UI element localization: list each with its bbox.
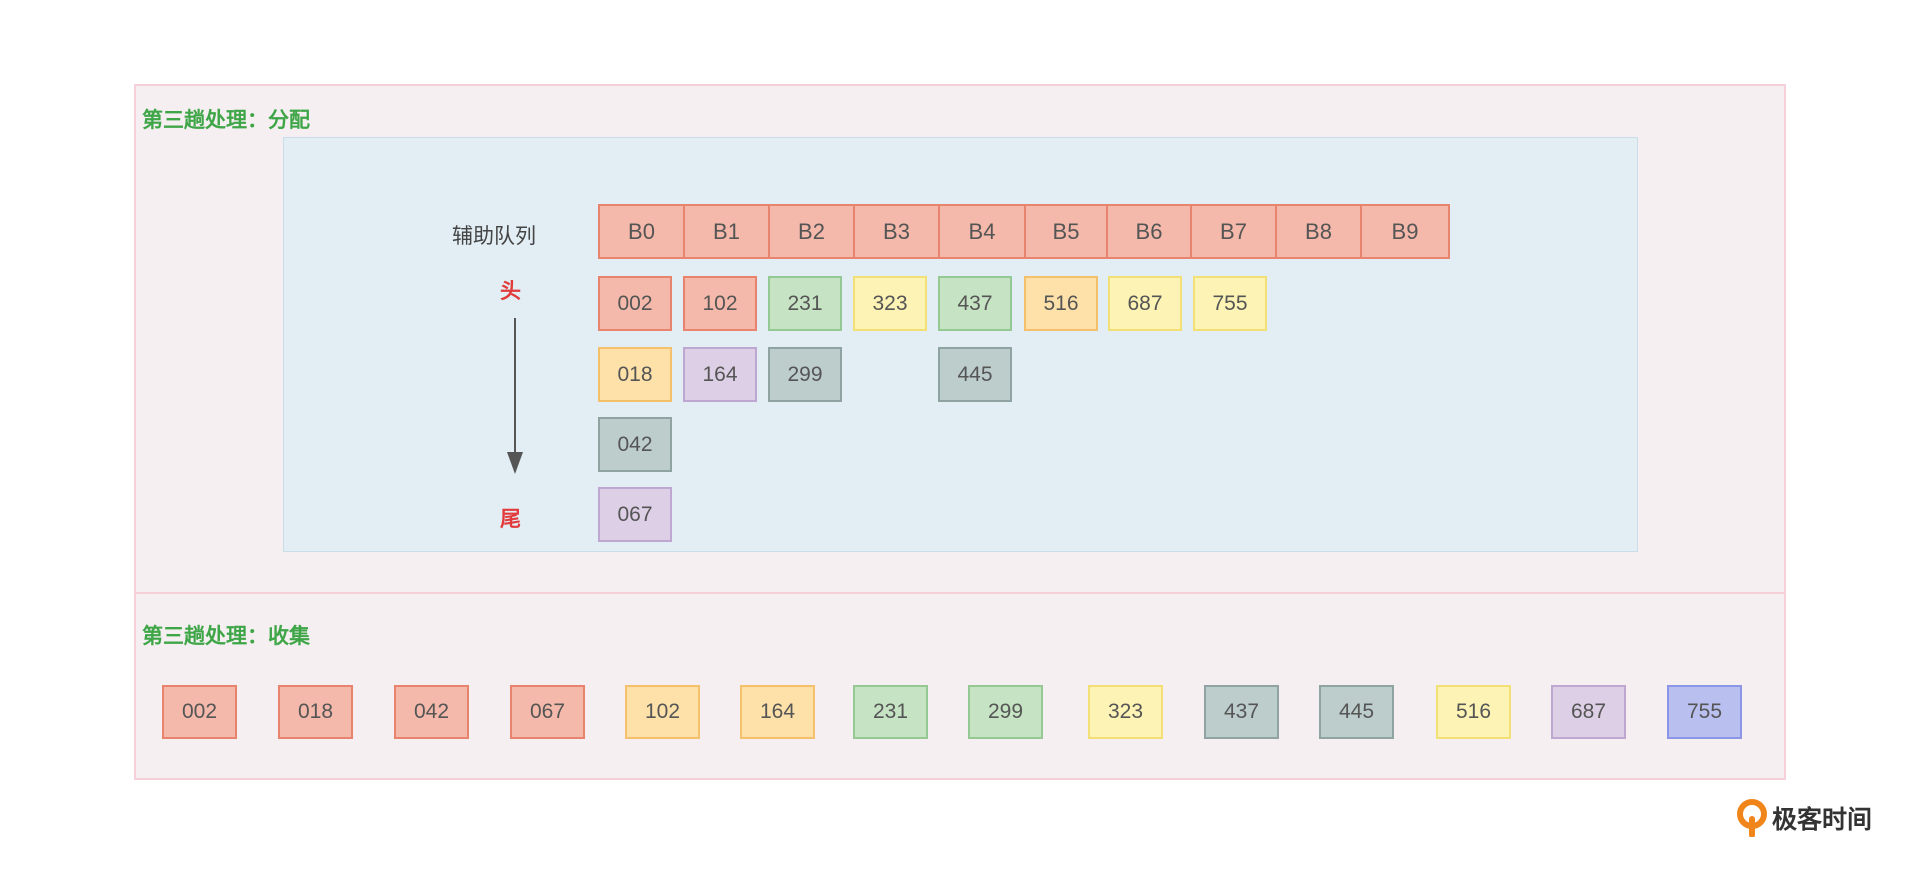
collected-item: 299	[968, 685, 1043, 739]
bucket-header-b7: B7	[1190, 204, 1277, 259]
head-to-tail-arrow-icon	[507, 318, 523, 474]
geektime-logo-icon	[1737, 799, 1767, 837]
queue-item: 516	[1024, 276, 1098, 331]
bucket-header-b5: B5	[1024, 204, 1108, 259]
collected-item: 042	[394, 685, 469, 739]
queue-item: 231	[768, 276, 842, 331]
collected-item: 067	[510, 685, 585, 739]
collected-item: 755	[1667, 685, 1742, 739]
collected-item: 102	[625, 685, 700, 739]
queue-item: 102	[683, 276, 757, 331]
bucket-header-b2: B2	[768, 204, 855, 259]
queue-head-label: 头	[500, 279, 521, 303]
collected-item: 164	[740, 685, 815, 739]
bucket-header-b1: B1	[683, 204, 770, 259]
queue-tail-label: 尾	[500, 507, 521, 531]
collected-item: 323	[1088, 685, 1163, 739]
queue-item: 042	[598, 417, 672, 472]
queue-item: 445	[938, 347, 1012, 402]
bucket-header-b0: B0	[598, 204, 685, 259]
bucket-header-b8: B8	[1275, 204, 1362, 259]
collected-item: 516	[1436, 685, 1511, 739]
geektime-logo-text: 极客时间	[1772, 805, 1873, 834]
queue-item: 687	[1108, 276, 1182, 331]
collected-item: 002	[162, 685, 237, 739]
bucket-header-b9: B9	[1360, 204, 1450, 259]
queue-item: 323	[853, 276, 927, 331]
distribute-section-title: 第三趟处理：分配	[142, 108, 310, 132]
auxiliary-queue-label: 辅助队列	[452, 224, 536, 248]
queue-item: 002	[598, 276, 672, 331]
queue-item: 067	[598, 487, 672, 542]
geektime-logo: 极客时间	[1736, 798, 1872, 838]
collect-section-title: 第三趟处理：收集	[142, 624, 310, 648]
queue-item: 299	[768, 347, 842, 402]
collected-item: 445	[1319, 685, 1394, 739]
collected-item: 437	[1204, 685, 1279, 739]
collected-item: 231	[853, 685, 928, 739]
collected-item: 687	[1551, 685, 1626, 739]
collected-item: 018	[278, 685, 353, 739]
queue-item: 018	[598, 347, 672, 402]
bucket-header-b3: B3	[853, 204, 940, 259]
queue-item: 437	[938, 276, 1012, 331]
auxiliary-queue-panel	[283, 137, 1638, 552]
queue-item: 164	[683, 347, 757, 402]
queue-item: 755	[1193, 276, 1267, 331]
bucket-header-b4: B4	[938, 204, 1026, 259]
section-divider	[134, 592, 1786, 594]
bucket-header-b6: B6	[1106, 204, 1192, 259]
